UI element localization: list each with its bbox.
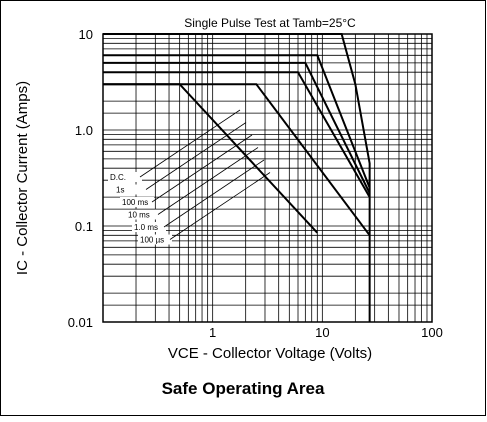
curve [103, 71, 371, 198]
y-tick-label: 10 [79, 27, 93, 42]
x-axis-label: VCE - Collector Voltage (Volts) [168, 345, 372, 362]
y-tick-label: 0.1 [75, 219, 93, 234]
legend-label: 1s [116, 186, 124, 195]
legend-label: D.C. [110, 173, 126, 182]
y-axis-label: IC - Collector Current (Amps) [14, 81, 31, 275]
plot-area [103, 33, 433, 323]
legend-bg [114, 184, 148, 195]
curve [103, 83, 371, 236]
y-tick-label: 0.01 [68, 315, 93, 330]
legend-bg [108, 172, 142, 182]
legend-bg [132, 222, 166, 232]
x-tick-label: 100 [421, 325, 443, 340]
legend-label: 1.0 ms [134, 223, 158, 232]
leader-line [139, 109, 241, 178]
x-tick-label: 10 [315, 325, 329, 340]
caption: Safe Operating Area [162, 379, 325, 398]
leader-line [145, 122, 247, 190]
legend-bg [120, 197, 154, 207]
leader-line [157, 147, 259, 215]
legend-label: 100 µs [140, 236, 164, 245]
legend-bg [126, 209, 160, 220]
title-bg [170, 14, 370, 32]
y-tick-label: 1.0 [75, 123, 93, 138]
curve [103, 54, 371, 189]
legend-label: 10 ms [128, 211, 150, 220]
curve [103, 33, 371, 322]
legend-bg [138, 234, 172, 245]
x-tick-label: 1 [209, 325, 216, 340]
chart-title: Single Pulse Test at Tamb=25°C [184, 16, 356, 30]
legend-label: 100 ms [122, 198, 148, 207]
leader-line [163, 159, 265, 228]
curve [103, 61, 371, 194]
leader-line [151, 134, 253, 203]
leader-line [169, 172, 271, 240]
